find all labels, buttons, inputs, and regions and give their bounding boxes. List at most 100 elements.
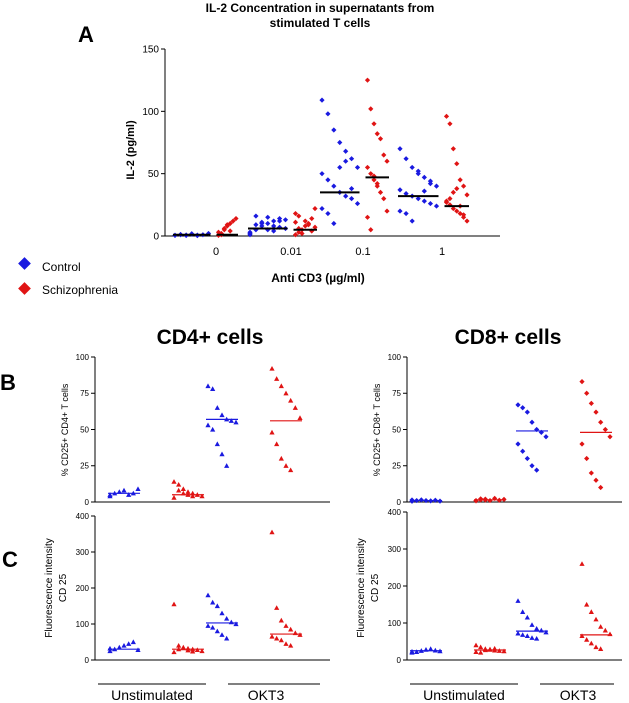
y-tick-label: 100 [142,107,159,118]
control-point [224,463,230,468]
control-point [427,181,434,187]
schizophrenia-point [593,477,599,483]
control-point [515,441,521,447]
schizophrenia-point [368,227,374,233]
control-point [107,648,113,654]
control-point [515,598,521,603]
control-point [421,188,427,194]
control-point [421,198,427,204]
y-tick-label: 300 [76,548,90,557]
control-point [130,639,136,645]
schizophrenia-point [584,390,590,396]
control-point [219,451,225,457]
schizophrenia-point [593,644,599,650]
control-point [403,191,409,197]
schizophrenia-point [274,441,280,447]
schizophrenia-point [450,146,456,152]
schizophrenia-point [302,218,308,224]
x-tick-label: 0.01 [280,246,301,258]
control-point [415,196,421,202]
schizophrenia-point [593,409,599,415]
schizophrenia-point [288,643,294,648]
schizophrenia-point [377,189,384,195]
control-point [520,632,526,637]
y-tick-label: 100 [76,353,90,362]
panel-a-xlabel: Anti CD3 (µg/ml) [271,271,365,285]
schizophrenia-point [478,650,484,655]
y-tick-label: 0 [397,656,402,665]
y-tick-label: 400 [76,512,90,521]
control-point [271,218,277,224]
panel-c-cd8-ylabel-line2: CD 25 [370,573,381,602]
control-point [271,223,277,229]
schizophrenia-point [274,376,280,381]
panel-a-ylabel: IL-2 (pg/ml) [125,120,137,180]
control-point [228,619,234,625]
schizophrenia-point [185,647,191,653]
schizophrenia-point [230,218,236,224]
panel-c-cd4-ylabel-line2: CD 25 [58,573,69,602]
y-tick-label: 300 [388,545,402,554]
control-point [214,603,220,609]
schizophrenia-point [278,617,284,623]
schizophrenia-point [598,419,604,425]
schizophrenia-point [224,222,230,228]
schizophrenia-point [450,205,456,212]
schizophrenia-point [473,498,479,504]
chart-a: 0 50 100 150 0 0.01 0.1 1 [142,45,500,258]
panel-a-title-line1: IL-2 Concentration in supernatants from [206,1,435,15]
control-point [331,127,337,133]
control-point [107,645,113,651]
unstim-cd4-label: Unstimulated [111,687,193,703]
schizophrenia-point [368,106,374,112]
y-tick-label: 0 [397,498,402,507]
control-point [205,383,211,389]
control-point [534,635,540,641]
control-point [219,412,225,418]
schizophrenia-point [381,196,387,202]
control-point [520,609,526,614]
panel-letter-b: B [0,370,16,395]
schizophrenia-point [374,181,380,187]
schizophrenia-point [447,196,453,202]
control-point [524,614,530,620]
legend-control-marker [18,257,31,270]
control-point [428,646,434,651]
schizophrenia-point [454,161,460,167]
schizophrenia-point [460,212,467,218]
control-point [265,214,271,220]
control-point [135,486,141,492]
y-tick-label: 0 [85,656,90,665]
schizophrenia-point [579,561,585,566]
control-point [331,183,337,189]
control-point [348,186,355,192]
legend-control-label: Control [42,260,81,274]
schizophrenia-point [478,496,484,502]
schizophrenia-point [176,643,182,648]
schizophrenia-point [269,634,275,639]
control-point [210,625,216,630]
schizophrenia-point [288,397,294,403]
control-point [210,599,216,605]
schizophrenia-point [364,77,371,83]
schizophrenia-point [199,493,205,499]
control-point [205,623,211,628]
schizophrenia-point [607,434,613,440]
control-point [228,418,234,423]
schizophrenia-point [454,186,460,192]
schizophrenia-point [227,228,233,234]
y-tick-label: 0 [85,498,90,507]
control-point [233,621,239,627]
schizophrenia-point [478,644,484,650]
control-point [205,592,211,598]
schizophrenia-point [579,633,585,639]
schizophrenia-point [180,486,186,492]
schizophrenia-point [593,616,599,622]
schizophrenia-point [377,136,384,142]
schizophrenia-point [381,152,387,158]
schizophrenia-point [269,529,275,535]
schizophrenia-point [447,121,453,127]
control-point [529,419,535,425]
schizophrenia-point [588,470,594,476]
control-point [247,232,253,238]
